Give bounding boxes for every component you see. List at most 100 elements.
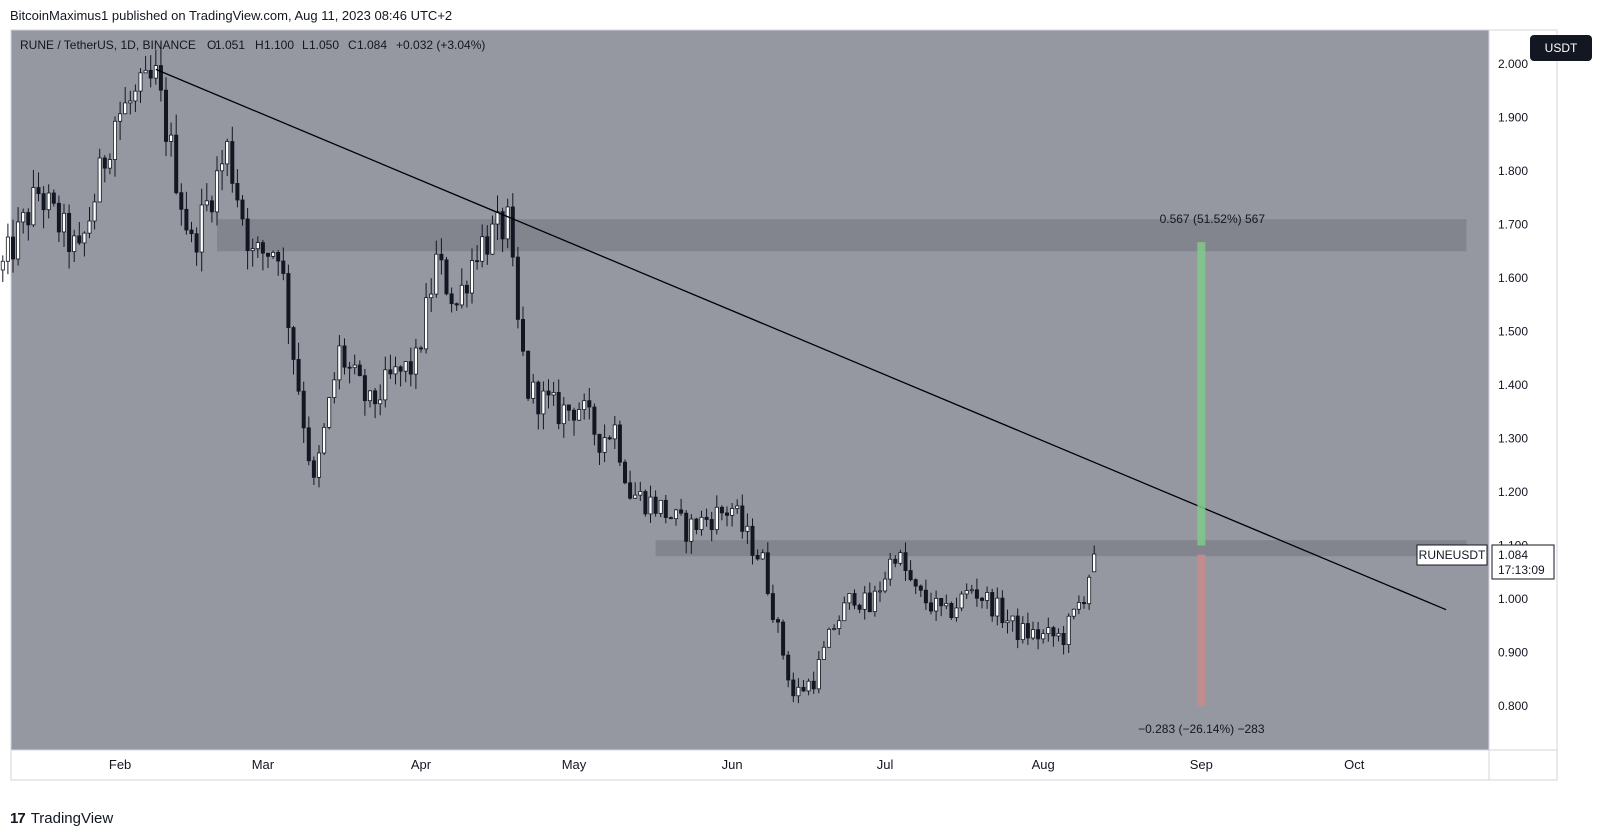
candle-body [949,603,954,618]
candle-body [668,517,673,520]
candle-body [352,364,357,369]
candle-body [174,134,179,194]
candle-body [801,686,806,692]
candle-body [872,590,877,613]
candle-body [143,69,148,74]
candle-body [444,259,449,295]
candle-body [867,592,872,613]
candle-body [209,200,214,213]
upside-target-bar [1197,242,1206,546]
candle-body [316,452,321,478]
candle-body [204,200,209,206]
candle-body [118,113,123,122]
symbol-price-tag-label: RUNEUSDT [1419,548,1486,562]
candle-body [398,366,403,372]
candle-body [301,390,306,429]
candle-body [505,206,510,240]
price-tick-label: 1.000 [1498,592,1528,606]
currency-button[interactable]: USDT [1530,35,1592,61]
footer-brand-label: TradingView [30,810,114,827]
candle-body [674,509,679,520]
price-tick-label: 1.700 [1498,218,1528,232]
candle-body [413,347,418,375]
candle-body [623,461,628,484]
candle-body [1076,602,1081,610]
candle-body [832,628,837,630]
candle-body [500,211,505,240]
candle-body [454,303,459,306]
candle-body [388,369,393,375]
legend-low-label: L [302,38,309,52]
candle-body [495,211,500,225]
candle-body [490,223,495,255]
candle-body [607,437,612,440]
candle-body [235,183,240,201]
candle-body [1061,632,1066,645]
candle-body [1071,608,1076,617]
candle-body [148,69,153,79]
candle-body [582,400,587,410]
downside-measure-label: −0.283 (−26.14%) −283 [1138,722,1265,736]
candle-body [592,406,597,435]
candle-body [276,252,281,262]
candle-body [515,256,520,320]
candle-body [97,157,102,203]
candle-body [735,505,740,509]
time-axis-panel [11,750,1557,780]
candle-body [893,558,898,564]
candle-body [633,494,638,499]
candle-body [485,236,490,255]
time-tick-label: Aug [1032,757,1055,772]
candle-body [694,518,699,530]
candle-body [776,619,781,623]
price-tick-label: 1.800 [1498,164,1528,178]
candle-body [699,516,704,530]
candle-body [572,409,577,421]
time-tick-label: Apr [411,757,432,772]
candle-body [464,284,469,294]
price-tick-label: 1.300 [1498,432,1528,446]
legend-close-label: C [348,38,357,52]
candle-body [179,192,184,210]
chart-frame [10,29,1558,781]
candle-body [163,89,168,142]
candle-body [225,141,230,165]
last-price-value: 1.084 [1498,548,1528,562]
candle-body [847,593,852,604]
time-axis-ticks: Feb Mar Apr May Jun Jul Aug Sep Oct [109,757,1365,772]
candle-body [730,508,735,516]
candle-body [31,187,36,226]
candle-body [827,628,832,648]
candle-body [883,578,888,592]
candle-body [612,424,617,440]
candle-body [123,102,128,115]
candle-body [944,603,949,607]
candle-body [189,229,194,235]
candle-body [128,100,133,104]
candle-body [770,593,775,620]
legend-low-value: 1.050 [309,38,339,52]
upside-measure-label: 0.567 (51.52%) 567 [1160,212,1266,226]
candle-body [296,359,301,392]
candle-body [1020,623,1025,641]
publisher-info: BitcoinMaximus1 published on TradingView… [10,8,453,23]
candle-body [526,350,531,399]
candle-body [990,592,995,617]
resistance-zone [217,219,1467,252]
candle-body [475,260,480,263]
candle-body [648,496,653,515]
candle-body [821,646,826,660]
candle-body [337,345,342,381]
symbol-price-tag [1416,544,1488,566]
candle-body [995,597,1000,617]
candle-body [806,680,811,692]
candle-body [67,212,72,252]
descending-trendline[interactable] [155,68,1447,611]
candle-body [194,233,199,253]
candle-body [974,589,979,599]
candle-body [21,212,26,223]
candle-body [531,381,536,399]
candle-body [1000,597,1005,624]
candle-body [964,590,969,595]
